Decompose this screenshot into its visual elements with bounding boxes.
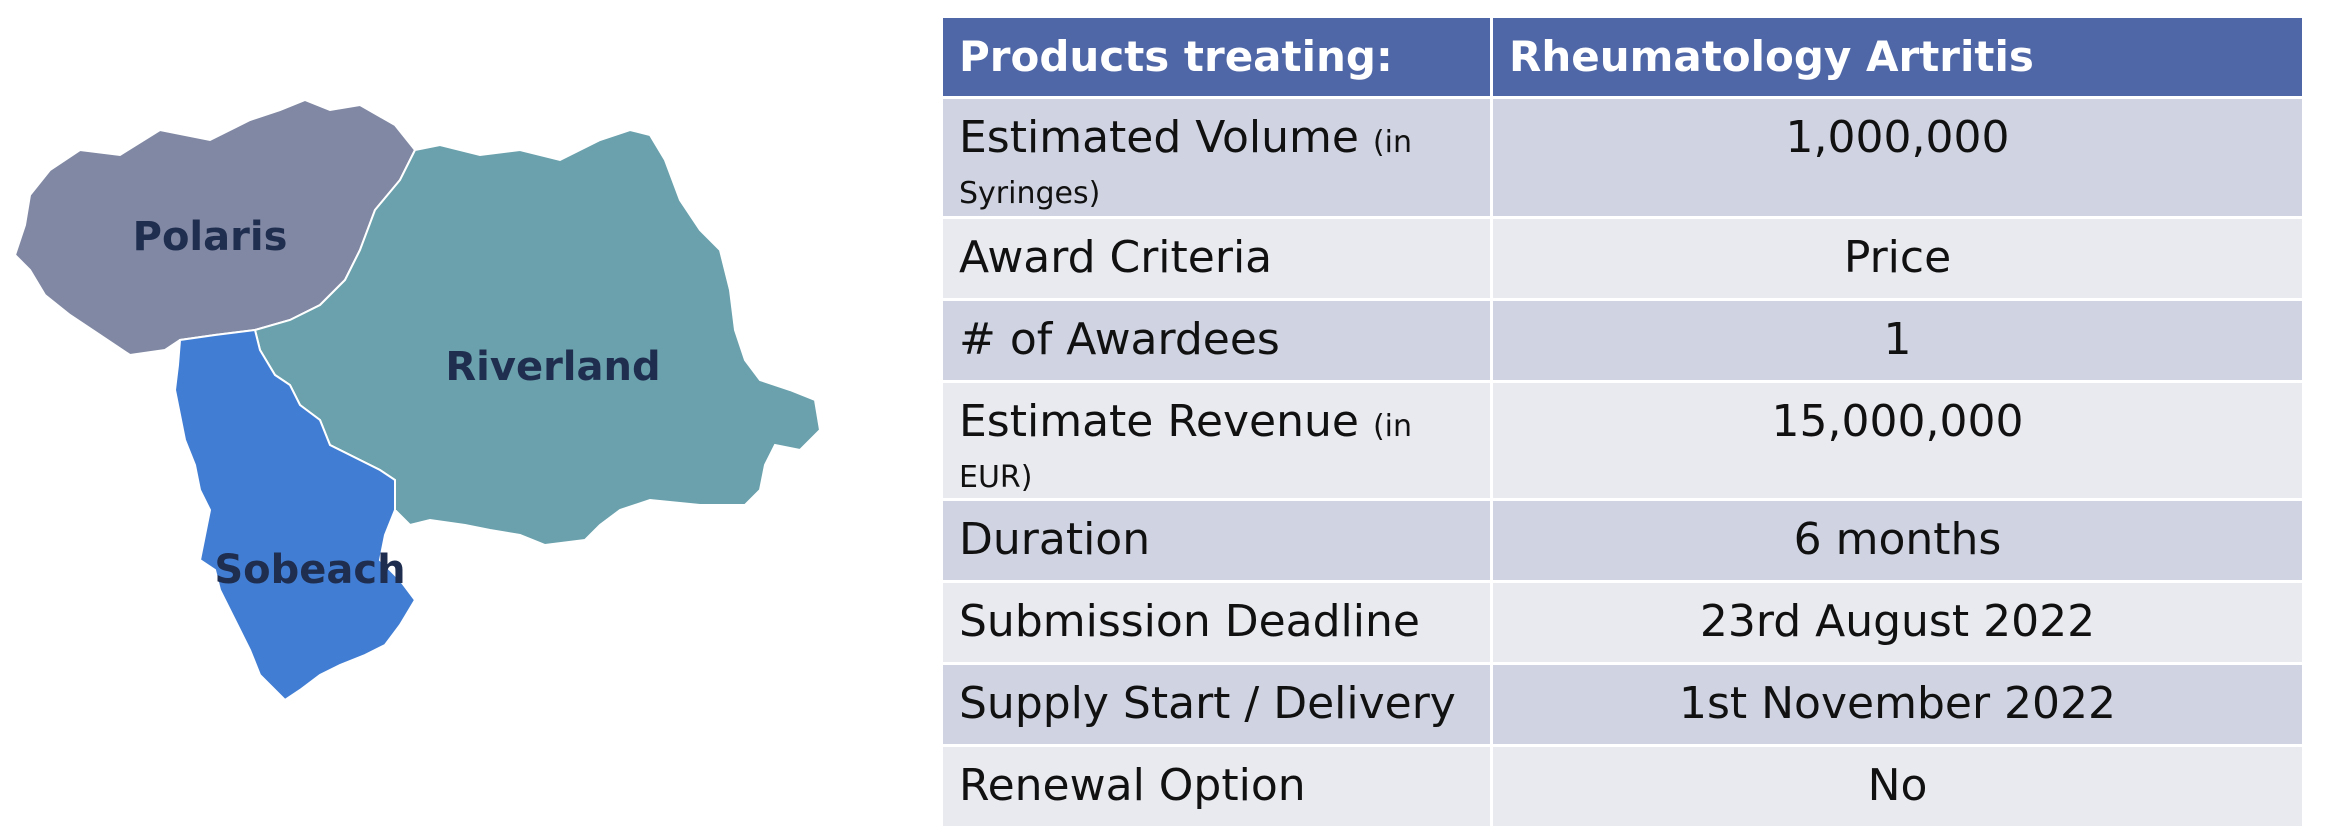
table-row: Submission Deadline 23rd August 2022: [940, 580, 2305, 666]
table-row: # of Awardees 1: [940, 298, 2305, 383]
region-map: Polaris Riverland Sobeach: [0, 0, 900, 822]
table-row: Estimate Revenue (in EUR) 15,000,000: [940, 379, 2305, 502]
tender-table: Products treating: Rheumatology Artritis…: [940, 15, 2305, 829]
row-label-submission-deadline: Submission Deadline: [940, 580, 1493, 666]
row-value-supply-start: 1st November 2022: [1490, 662, 2305, 748]
header-products-treating: Products treating:: [940, 15, 1493, 99]
table-row: Estimated Volume (in Syringes) 1,000,000: [940, 96, 2305, 219]
row-label-awardees: # of Awardees: [940, 298, 1493, 383]
row-value-estimated-volume: 1,000,000: [1490, 96, 2305, 219]
region-label-riverland: Riverland: [445, 344, 660, 390]
row-label-renewal-option: Renewal Option: [940, 744, 1493, 829]
row-value-awardees: 1: [1490, 298, 2305, 383]
tender-details: Products treating: Rheumatology Artritis…: [940, 15, 2305, 829]
table-row: Renewal Option No: [940, 744, 2305, 829]
table-row: Supply Start / Delivery 1st November 202…: [940, 662, 2305, 748]
map-svg: Polaris Riverland Sobeach: [13, 98, 822, 702]
table-row: Duration 6 months: [940, 498, 2305, 584]
row-value-estimate-revenue: 15,000,000: [1490, 379, 2305, 502]
row-value-submission-deadline: 23rd August 2022: [1490, 580, 2305, 666]
row-label-note: (in EUR): [959, 409, 1413, 495]
row-label-duration: Duration: [940, 498, 1493, 584]
region-label-polaris: Polaris: [133, 214, 288, 260]
row-value-renewal-option: No: [1490, 744, 2305, 829]
region-sobeach: [173, 328, 417, 702]
table-row: Award Criteria Price: [940, 216, 2305, 301]
region-label-sobeach: Sobeach: [214, 547, 405, 593]
row-label: Estimate Revenue: [959, 396, 1359, 447]
row-label-award-criteria: Award Criteria: [940, 216, 1493, 301]
row-value-duration: 6 months: [1490, 498, 2305, 584]
row-label-estimated-volume: Estimated Volume (in Syringes): [940, 96, 1493, 219]
row-label-supply-start: Supply Start / Delivery: [940, 662, 1493, 748]
header-indication: Rheumatology Artritis: [1490, 15, 2305, 99]
table-header-row: Products treating: Rheumatology Artritis: [940, 15, 2305, 99]
row-value-award-criteria: Price: [1490, 216, 2305, 301]
row-label-estimate-revenue: Estimate Revenue (in EUR): [940, 379, 1493, 502]
row-label-note: (in Syringes): [959, 125, 1412, 211]
row-label: Estimated Volume: [959, 112, 1359, 163]
